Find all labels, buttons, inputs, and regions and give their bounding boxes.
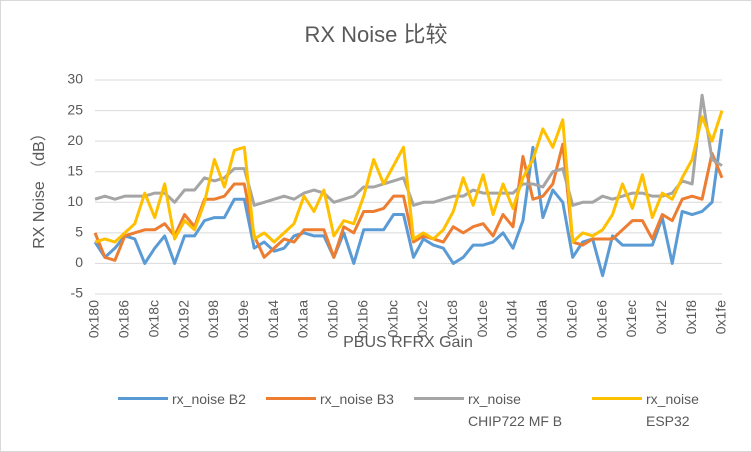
y-tick-label: 25	[67, 101, 83, 117]
x-tick-label: 0x1a4	[265, 300, 281, 338]
legend-swatch	[592, 397, 642, 400]
x-tick-label: 0x19e	[235, 300, 251, 338]
y-tick-label: 15	[67, 162, 83, 178]
y-tick-label: 20	[67, 132, 83, 148]
legend-swatch	[118, 397, 168, 400]
legend-item: rx_noise ESP32	[592, 388, 726, 432]
legend-item: rx_noise B2	[118, 388, 252, 432]
x-tick-label: 0x1b6	[354, 300, 370, 338]
x-tick-label: 0x192	[175, 300, 191, 338]
legend-swatch	[414, 397, 464, 400]
x-tick-label: 0x1c2	[414, 300, 430, 338]
x-tick-label: 0x1bc	[384, 300, 400, 337]
legend-label: rx_noise B3	[320, 391, 394, 407]
x-tick-label: 0x180	[86, 300, 102, 338]
x-tick-label: 0x1f2	[653, 300, 669, 334]
y-tick-label: 10	[67, 193, 83, 209]
x-tick-label: 0x1aa	[295, 300, 311, 338]
x-tick-label: 0x1b0	[325, 300, 341, 338]
x-tick-label: 0x1e0	[563, 300, 579, 338]
legend-item: rx_noise CHIP722 MF B	[414, 388, 578, 432]
x-tick-label: 0x1ce	[474, 300, 490, 338]
x-tick-label: 0x18c	[145, 300, 161, 337]
x-tick-label: 0x1d4	[504, 300, 520, 338]
legend: rx_noise B2 rx_noise B3 rx_noise CHIP722 M…	[118, 388, 740, 432]
y-tick-label: 0	[75, 254, 83, 270]
x-tick-label: 0x1f8	[683, 300, 699, 334]
y-tick-label: 30	[67, 71, 83, 87]
y-tick-label: 5	[75, 224, 83, 240]
series-line	[93, 128, 724, 278]
legend-item: rx_noise B3	[266, 388, 400, 432]
series-line	[94, 110, 724, 244]
legend-label: rx_noise ESP32	[646, 391, 699, 429]
x-tick-label: 0x1c8	[444, 300, 460, 338]
x-tick-label: 0x1da	[534, 300, 550, 338]
x-tick-label: 0x1ec	[623, 300, 639, 337]
legend-swatch	[266, 397, 316, 400]
x-tick-label: 0x1e6	[593, 300, 609, 338]
x-tick-label: 0x198	[205, 300, 221, 338]
y-axis-title: RX Noise （dB）	[30, 125, 48, 249]
y-tick-label: -5	[71, 285, 84, 301]
x-axis-title: PBUS RFRX Gain	[343, 334, 473, 351]
x-tick-label: 0x1fe	[713, 300, 729, 334]
legend-label: rx_noise CHIP722 MF B	[468, 391, 563, 429]
chart-title: RX Noise 比较	[304, 22, 447, 47]
legend-label: rx_noise B2	[172, 391, 246, 407]
x-tick-label: 0x186	[116, 300, 132, 338]
